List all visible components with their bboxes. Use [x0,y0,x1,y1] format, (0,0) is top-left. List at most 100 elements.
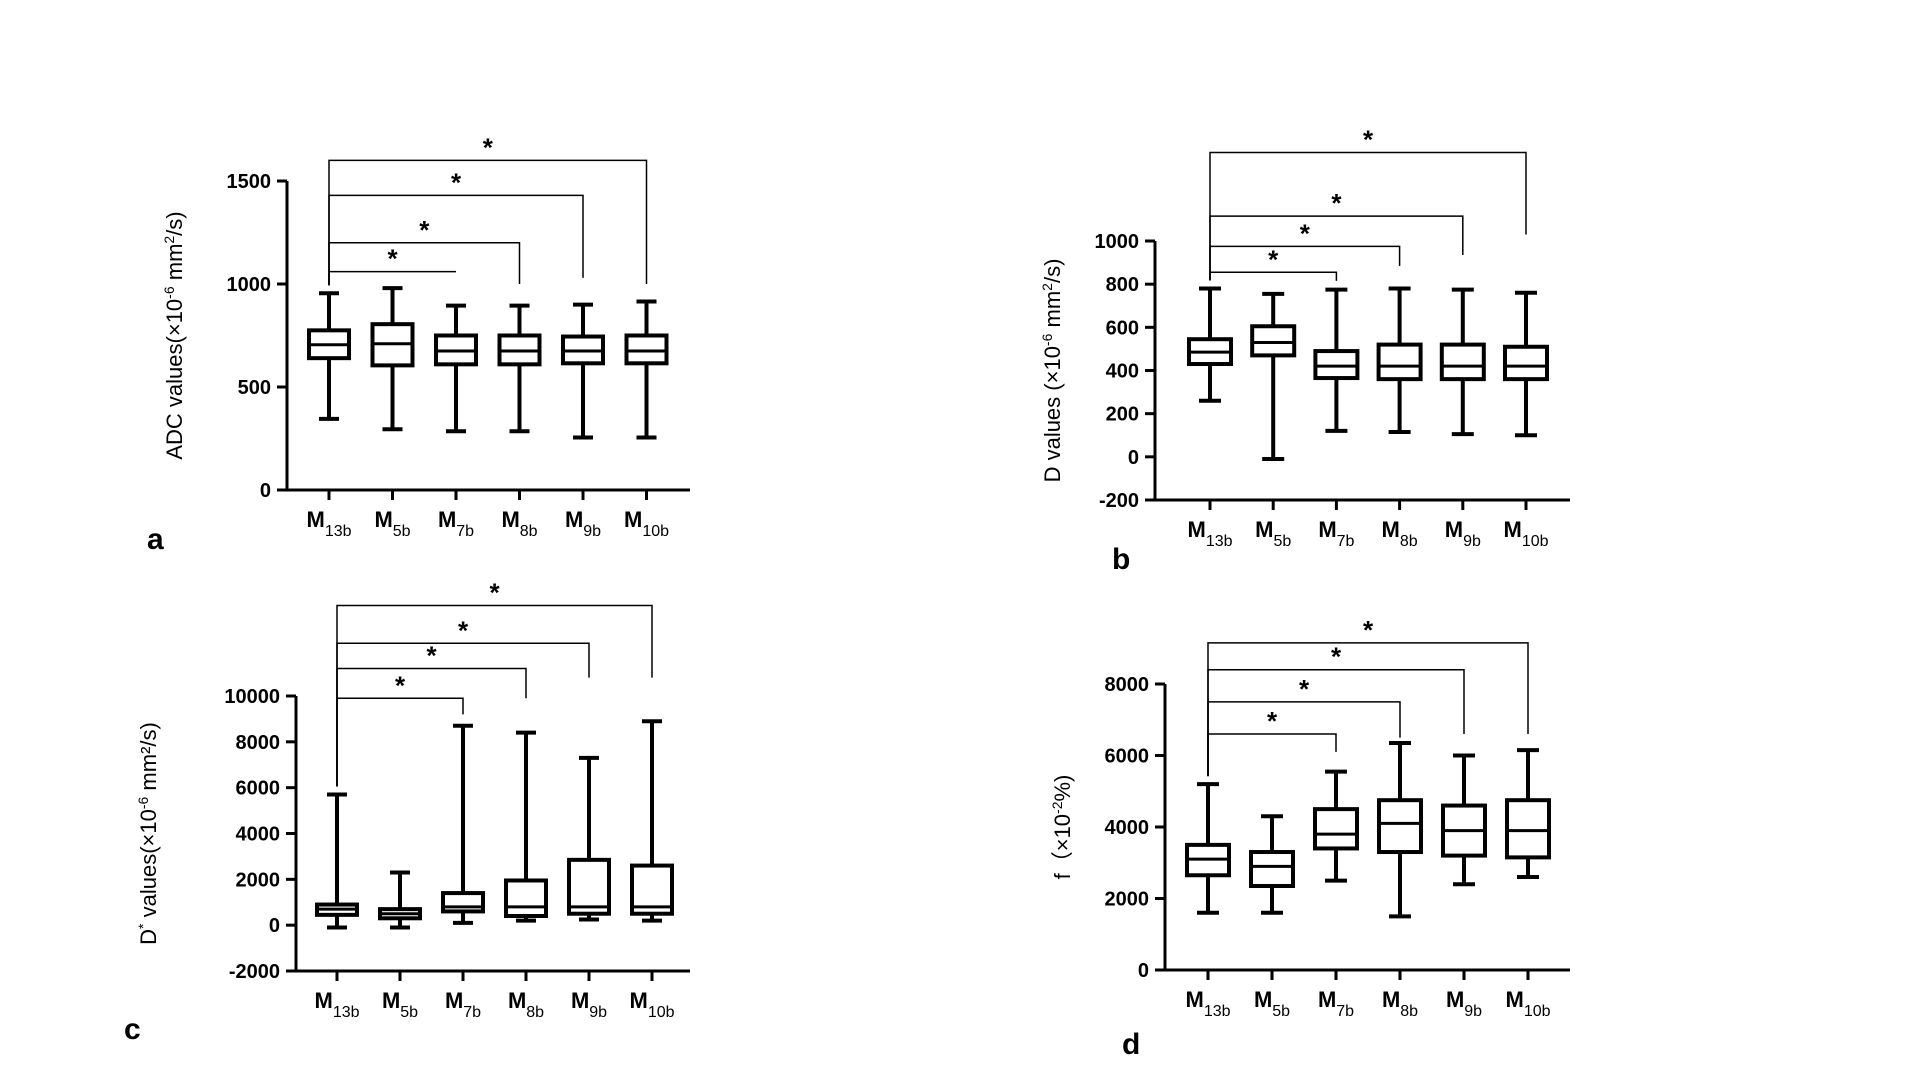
x-tick-label-sub: 5b [400,1004,418,1021]
x-tick-label-base: M [624,507,642,532]
x-tick-label: M9b [571,988,607,1021]
y-axis-title: D* values(×10-6 mm²/s) [135,722,161,945]
y-axis-title-part: /s) [1040,259,1065,283]
x-tick-label: M8b [501,507,537,540]
significance-star: * [489,577,500,607]
box-iqr [1313,349,1360,381]
x-tick-label-base: M [1254,987,1272,1012]
x-tick-label-sub: 9b [1463,533,1481,550]
x-tick-label-sub: 10b [1524,1003,1551,1020]
x-tick-label-base: M [629,988,647,1013]
y-tick-label: 8000 [1105,674,1150,696]
x-tick-label-sub: 7b [1337,533,1355,550]
y-axis-title-sup: -2 [1049,801,1065,814]
x-tick-label-base: M [314,988,332,1013]
x-tick-label-base: M [374,507,392,532]
panel-label-b: b [1112,543,1131,576]
significance-star: * [387,244,398,274]
significance-bracket [336,697,464,787]
x-tick-label-sub: 7b [1336,1003,1354,1020]
x-tick-label: M10b [624,507,669,540]
box-iqr [1250,324,1297,358]
significance-bracket [1209,245,1401,281]
box-iqr [1439,342,1486,382]
significance-star: * [1268,244,1279,274]
x-tick-label-base: M [1318,517,1336,542]
significance-star: * [1331,188,1342,218]
x-tick-label: M13b [1185,987,1230,1020]
y-tick-label: 800 [1106,274,1139,296]
x-tick-label: M5b [374,507,410,540]
x-tick-label-sub: 8b [1400,1003,1418,1020]
x-tick-label-sub: 8b [526,1004,544,1021]
y-tick-label: 6000 [1105,746,1150,768]
x-tick-label-base: M [565,507,583,532]
box-iqr [441,891,485,914]
box-iqr [624,333,669,366]
x-tick-label-base: M [382,988,400,1013]
x-tick-label-sub: 7b [456,523,474,540]
x-tick-label: M9b [565,507,601,540]
significance-star: * [1363,125,1374,155]
x-tick-label: M9b [1445,517,1481,550]
y-tick-label: 400 [1106,361,1139,383]
significance-bracket [328,242,521,286]
x-tick-label: M8b [508,988,544,1021]
box-iqr [504,878,548,919]
x-tick-label-base: M [438,507,456,532]
significance-star: * [1299,674,1310,704]
y-axis-title-sup: 2 [161,236,177,244]
y-tick-label: 1500 [227,171,272,193]
significance-star: * [1363,615,1374,645]
x-tick-label-sub: 10b [648,1004,675,1021]
y-tick-label: 4000 [236,824,281,846]
significance-bracket [1207,642,1529,777]
x-tick-label: M7b [1318,517,1354,550]
x-tick-label-base: M [1503,517,1521,542]
x-tick-label-sub: 8b [1400,533,1418,550]
box-iqr [1313,807,1359,851]
x-tick-label: M13b [314,988,359,1021]
x-tick-label: M7b [1318,987,1354,1020]
x-tick-label-sub: 13b [325,523,352,540]
y-tick-label: 600 [1106,317,1139,339]
significance-bracket [1207,668,1465,777]
x-tick-label-base: M [1318,987,1336,1012]
x-tick-label-base: M [306,507,324,532]
y-tick-label: 0 [1128,447,1139,469]
y-axis-title-part: D [136,929,161,945]
y-axis-title-sup: -6 [135,796,151,809]
panel-label-c: c [124,1013,141,1046]
box-iqr [1376,342,1423,382]
x-tick-label: M9b [1446,987,1482,1020]
x-tick-label-base: M [1382,987,1400,1012]
significance-bracket [328,159,648,286]
y-tick-label: 6000 [236,778,281,800]
y-axis-title-part: mm²/s) [136,722,161,797]
x-tick-label-sub: 13b [1204,1003,1231,1020]
significance-star: * [395,670,406,700]
significance-bracket [1209,151,1527,281]
x-tick-label-sub: 13b [333,1004,360,1021]
y-tick-label: 0 [1138,960,1149,982]
x-tick-label-base: M [1446,987,1464,1012]
x-tick-label-base: M [445,988,463,1013]
y-axis-title-part: %) [1050,775,1075,802]
x-tick-label-sub: 9b [583,523,601,540]
y-tick-label: 1000 [1095,231,1140,253]
x-tick-label-base: M [508,988,526,1013]
x-tick-label-base: M [501,507,519,532]
box-iqr [1503,344,1549,382]
x-tick-label-sub: 9b [1464,1003,1482,1020]
significance-star: * [451,167,462,197]
x-tick-label-sub: 9b [589,1004,607,1021]
box-iqr [1249,850,1295,888]
y-axis-title-part: mm [162,244,187,287]
y-tick-label: 0 [269,915,280,937]
significance-star: * [1267,706,1278,736]
box-iqr [1377,798,1423,855]
y-axis-title: D values (×10-6 mm2/s) [1039,259,1065,483]
